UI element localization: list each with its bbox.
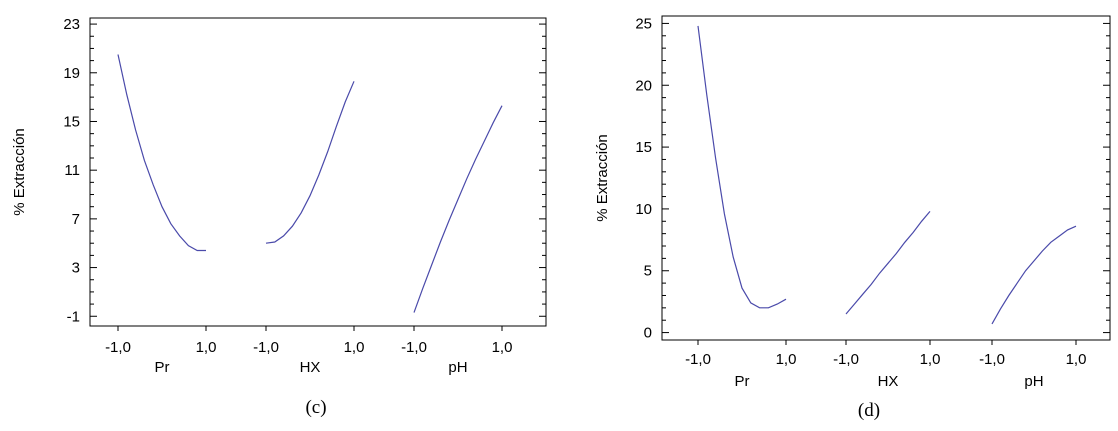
y-tick-label: 10	[635, 201, 652, 218]
y-tick-label: 20	[635, 77, 652, 94]
series-line-ph	[991, 225, 1077, 325]
series-line-pr	[117, 54, 206, 252]
y-tick-label: 11	[64, 162, 80, 179]
panel-caption: (c)	[305, 397, 326, 418]
y-tick-label: 15	[635, 139, 652, 156]
x-tick-label-low: -1,0	[979, 351, 1005, 368]
series-line-ph	[413, 105, 503, 313]
factor-label: Pr	[735, 373, 750, 390]
x-tick-label-high: 1,0	[920, 351, 941, 368]
y-tick-label: 19	[63, 65, 80, 82]
x-tick-label-high: 1,0	[1066, 351, 1087, 368]
series-line-pr	[697, 25, 787, 309]
y-tick-label: 0	[644, 325, 652, 342]
y-tick-label: -1	[67, 308, 80, 325]
y-tick-label: 15	[63, 113, 80, 130]
y-axis-label: % Extracción	[11, 128, 28, 216]
plot-frame	[661, 15, 1111, 341]
factor-label: pH	[1024, 373, 1043, 390]
series-line-hx	[845, 211, 931, 315]
series-line-hx	[265, 81, 355, 244]
y-tick-label: 25	[635, 15, 652, 32]
x-tick-label-low: -1,0	[685, 351, 711, 368]
y-tick-label: 3	[72, 260, 80, 277]
x-tick-label-low: -1,0	[253, 339, 279, 356]
chart-panel-d: 0 5 10 15 20 25 % Extracción -1,0 1,0 Pr -1,0 1,0 HX…	[594, 15, 1111, 421]
x-tick-label-high: 1,0	[776, 351, 797, 368]
factor-label: HX	[300, 359, 321, 376]
chart-panel-c: -1 3 7 11 15 19 23 % Extracción -1,0 1,0 Pr -1,0 1,0…	[11, 16, 547, 418]
plot-frame	[89, 17, 547, 327]
y-axis-label: % Extracción	[594, 134, 611, 222]
y-tick-label: 5	[644, 263, 652, 280]
x-tick-label-high: 1,0	[196, 339, 217, 356]
x-tick-label-high: 1,0	[492, 339, 513, 356]
factor-label: Pr	[155, 359, 170, 376]
x-tick-label-low: -1,0	[401, 339, 427, 356]
panel-caption: (d)	[858, 400, 880, 421]
x-tick-label-low: -1,0	[833, 351, 859, 368]
y-tick-label: 7	[72, 211, 80, 228]
factor-label: pH	[448, 359, 467, 376]
x-tick-label-low: -1,0	[105, 339, 131, 356]
x-tick-label-high: 1,0	[344, 339, 365, 356]
y-tick-label: 23	[63, 16, 80, 33]
factor-label: HX	[878, 373, 899, 390]
